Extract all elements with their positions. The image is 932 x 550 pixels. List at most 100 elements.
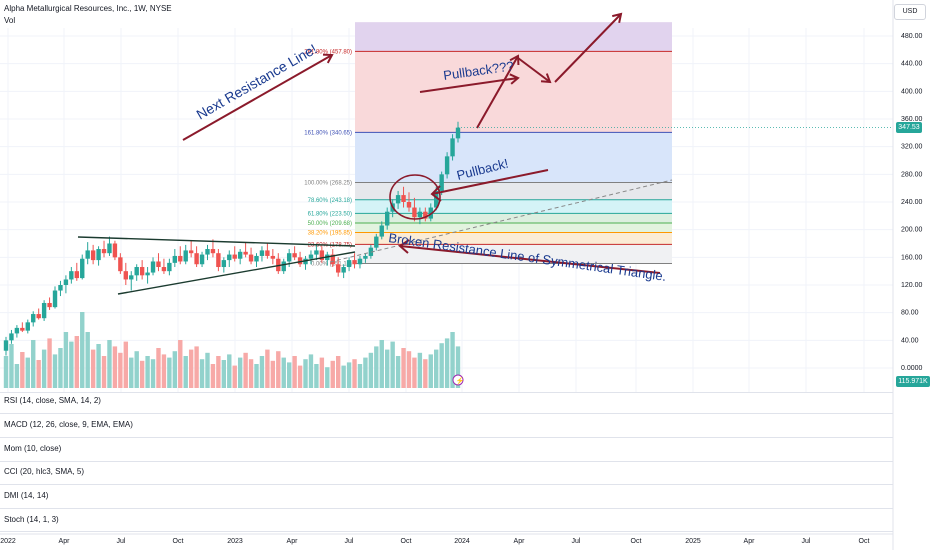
volume-bar [325,367,330,388]
candle-body [374,236,379,248]
volume-bar [357,364,363,388]
fib-zone [355,213,672,223]
volume-bar [112,346,118,388]
volume-bar [455,346,461,388]
lightning-icon-glyph: ⚡ [456,376,465,385]
volume-bar [412,357,417,388]
volume-bar [80,312,85,388]
x-tick-label: Oct [401,538,412,545]
y-tick-label: 120.00 [901,282,923,289]
volume-bar [221,360,227,388]
candle-body [156,261,161,268]
pane-separator [0,531,893,532]
candle-body [194,253,199,265]
candle-body [303,258,308,265]
candle-body [292,253,297,258]
candle-body [297,257,303,265]
candle-body [31,314,36,323]
candle-body [254,255,259,262]
y-tick-label: 280.00 [901,171,923,178]
fib-label: 61.80% (223.50) [308,211,352,217]
x-tick-label: Jul [117,538,126,545]
candle-body [319,250,325,261]
fib-zone [355,232,672,245]
candle-body [101,249,107,254]
volume-bar [270,360,276,388]
volume-bar [90,349,96,388]
symbol-title[interactable]: Alpha Metallurgical Resources, Inc., 1W,… [4,4,172,13]
candle-body [41,302,47,319]
candle-body [74,271,79,279]
volume-bar [434,349,439,388]
volume-bar [292,356,297,388]
y-tick-label: 320.00 [901,144,923,151]
volume-bar [265,349,270,388]
candle-body [118,257,123,272]
currency-button[interactable]: USD [894,4,926,20]
volume-bar [63,332,69,388]
candle-body [379,225,384,237]
volume-bar [314,364,319,388]
candle-body [139,267,145,276]
x-tick-label: 2023 [227,538,243,545]
x-tick-label: Oct [631,538,642,545]
volume-bar [172,351,178,388]
volume-bar [308,354,314,388]
candle-body [412,207,417,218]
volume-bar [36,360,41,388]
candle-body [428,207,433,219]
x-tick-label: Jul [345,538,354,545]
candle-body [227,254,232,261]
candle-body [47,302,52,308]
fib-label: 261.80% (457.80) [304,49,352,55]
stoch-pane-label[interactable]: Stoch (14, 1, 3) [4,515,59,524]
pullback-down-arrow-head [540,73,552,84]
x-tick-label: Jul [802,538,811,545]
candle-body [123,271,129,280]
mom-pane-label[interactable]: Mom (10, close) [4,444,62,453]
volume-label: Vol [4,16,16,25]
next-resistance-text: Next Resistance Line! [194,41,320,123]
macd-pane-label[interactable]: MACD (12, 26, close, 9, EMA, EMA) [4,420,133,429]
rsi-pane-label[interactable]: RSI (14, close, SMA, 14, 2) [4,396,101,405]
volume-bar [248,359,254,388]
candle-body [216,253,221,268]
candle-body [58,285,63,291]
candle-body [69,271,74,280]
volume-bar [52,354,58,388]
dmi-pane-label[interactable]: DMI (14, 14) [4,491,49,500]
volume-bar [167,357,172,388]
volume-bar [156,348,161,388]
candle-body [346,260,352,268]
pullback-up-arrow [476,55,519,129]
candle-body [90,250,96,261]
y-tick-label: 240.00 [901,199,923,206]
trend-dashed-line [329,179,673,263]
candle-body [20,327,25,331]
volume-bar [205,352,210,388]
candle-body [237,251,243,259]
volume-bar [58,348,63,388]
fib-label: 50.00% (209.68) [308,221,352,227]
x-tick-label: 2025 [685,538,701,545]
volume-bar [14,364,20,388]
volume-bar [178,340,183,388]
candle-body [80,258,85,279]
fib-label: 0.00% (151.14) [311,261,352,267]
volume-bar [96,344,101,388]
pullback-down-arrow [517,57,551,83]
volume-bar [428,354,433,388]
candle-body [36,314,41,319]
pane-separator [0,437,893,438]
candle-body [357,258,363,265]
volume-bar [363,357,368,388]
candle-body [134,267,139,276]
cci-pane-label[interactable]: CCI (20, hlc3, SMA, 5) [4,467,85,476]
candle-body [243,251,248,255]
candle-body [63,279,69,285]
next-resistance-arrow-head [322,53,334,64]
volume-bar [69,341,74,388]
volume-bar [385,349,390,388]
candle-body [150,261,156,273]
